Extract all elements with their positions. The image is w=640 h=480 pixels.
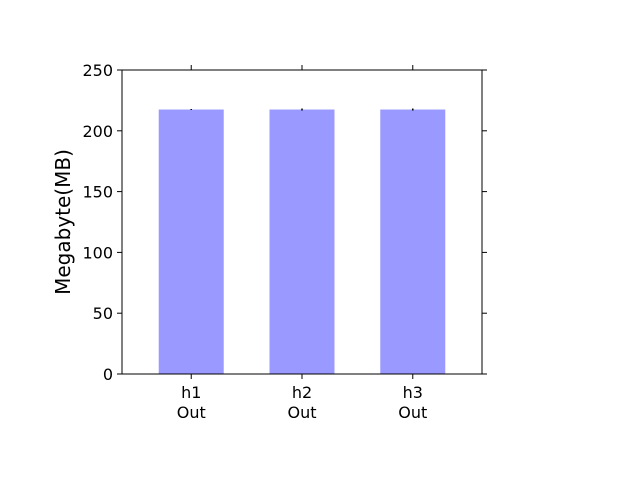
bars xyxy=(158,109,446,375)
y-tick-label: 100 xyxy=(82,243,113,262)
x-tick-label-line: h1 xyxy=(181,383,201,402)
x-tick-label: h1 Out xyxy=(177,383,206,422)
y-tick-label: 50 xyxy=(93,304,113,323)
bar xyxy=(158,109,224,375)
y-tick-label: 250 xyxy=(82,61,113,80)
y-axis-label: Megabyte(MB) xyxy=(51,149,75,295)
x-tick-label-line: h3 xyxy=(403,383,423,402)
bar xyxy=(269,109,335,375)
y-tick-label: 200 xyxy=(82,122,113,141)
y-tick-label: 150 xyxy=(82,183,113,202)
x-tick-label: h3 Out xyxy=(398,383,427,422)
y-axis-ticks: 0 50 100 150 200 250 xyxy=(82,61,487,384)
x-tick-label-line: Out xyxy=(287,403,316,422)
x-tick-label-line: h2 xyxy=(292,383,312,402)
error-bars xyxy=(190,108,414,111)
y-tick-label: 0 xyxy=(103,365,113,384)
x-tick-label-line: Out xyxy=(398,403,427,422)
bar xyxy=(380,109,446,375)
x-tick-label: h2 Out xyxy=(287,383,316,422)
x-tick-label-line: Out xyxy=(177,403,206,422)
